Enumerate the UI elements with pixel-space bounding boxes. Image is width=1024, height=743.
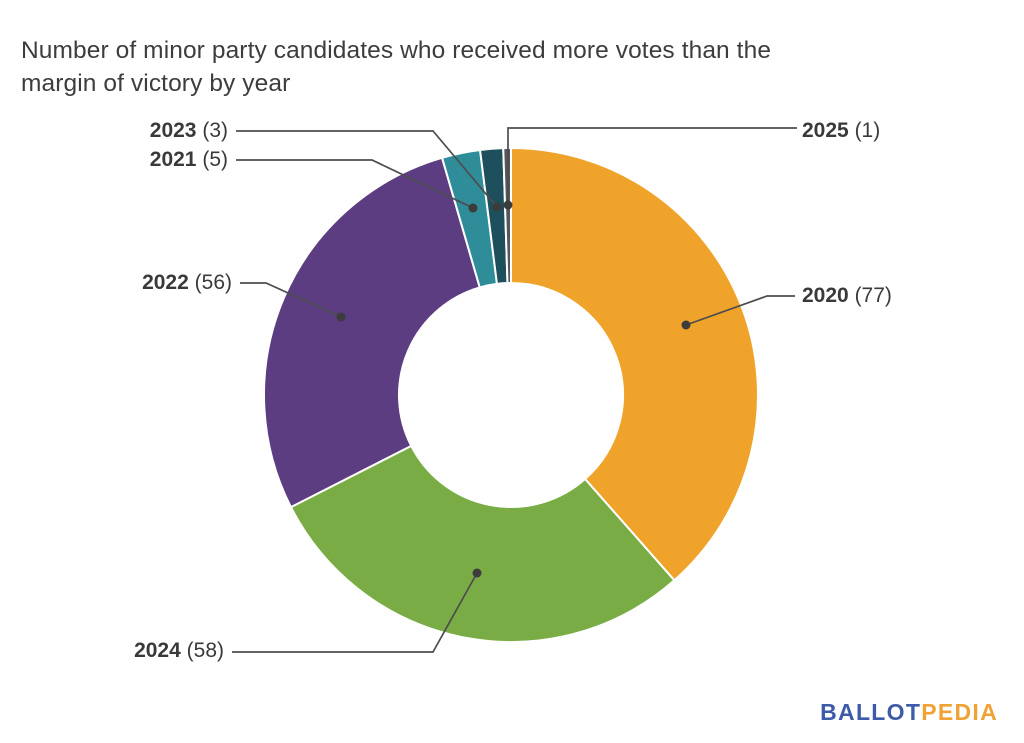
ballotpedia-logo-pedia: PEDIA bbox=[921, 699, 998, 725]
leader-dot-2024 bbox=[472, 568, 482, 578]
donut-segment-2025 bbox=[502, 146, 512, 285]
callout-2021-year: 2021 bbox=[149, 148, 197, 171]
callout-2023-count: (3) bbox=[202, 119, 228, 142]
chart-title-line1: Number of minor party candidates who rec… bbox=[21, 37, 772, 65]
callout-2025-year: 2025 bbox=[802, 119, 849, 142]
ballotpedia-logo-ballot: BALLOT bbox=[820, 699, 922, 725]
leader-dot-2020 bbox=[681, 320, 691, 330]
callout-2024-year: 2024 bbox=[134, 639, 181, 662]
leader-line-2020 bbox=[685, 295, 795, 326]
callout-2024-count: (58) bbox=[186, 639, 224, 662]
leader-dot-2023 bbox=[492, 202, 502, 212]
leader-dot-2025 bbox=[503, 200, 513, 210]
callout-2022-year: 2022 bbox=[142, 271, 189, 294]
donut-segment-2020 bbox=[510, 147, 759, 582]
donut-segment-2024 bbox=[289, 444, 676, 643]
callout-2025-count: (1) bbox=[854, 119, 881, 142]
callout-2022-count: (56) bbox=[194, 271, 232, 294]
callout-2020-year: 2020 bbox=[802, 284, 849, 307]
callout-2024: 2024 (58) bbox=[134, 637, 224, 665]
leader-line-2021 bbox=[236, 159, 474, 209]
callout-2023: 2023 (3) bbox=[150, 117, 228, 145]
leader-line-2025 bbox=[507, 127, 797, 205]
callout-2025: 2025 (1) bbox=[802, 117, 880, 145]
leader-line-2023 bbox=[236, 130, 498, 208]
callout-2022: 2022 (56) bbox=[142, 269, 232, 297]
leader-line-2024 bbox=[232, 572, 478, 653]
callout-2020: 2020 (77) bbox=[802, 282, 892, 310]
callout-2021-count: (5) bbox=[202, 148, 228, 171]
chart-title: Number of minor party candidates who rec… bbox=[21, 34, 981, 100]
leader-line-2022 bbox=[240, 282, 342, 318]
leader-dot-2022 bbox=[336, 312, 346, 322]
callout-2021: 2021 (5) bbox=[150, 146, 228, 174]
ballotpedia-logo: BALLOTPEDIA bbox=[820, 699, 998, 726]
callout-2020-count: (77) bbox=[854, 284, 892, 307]
callout-2023-year: 2023 bbox=[149, 119, 197, 142]
leader-dot-2021 bbox=[468, 203, 478, 213]
donut-segment-2022 bbox=[263, 156, 481, 509]
chart-title-line2: margin of victory by year bbox=[21, 70, 291, 98]
